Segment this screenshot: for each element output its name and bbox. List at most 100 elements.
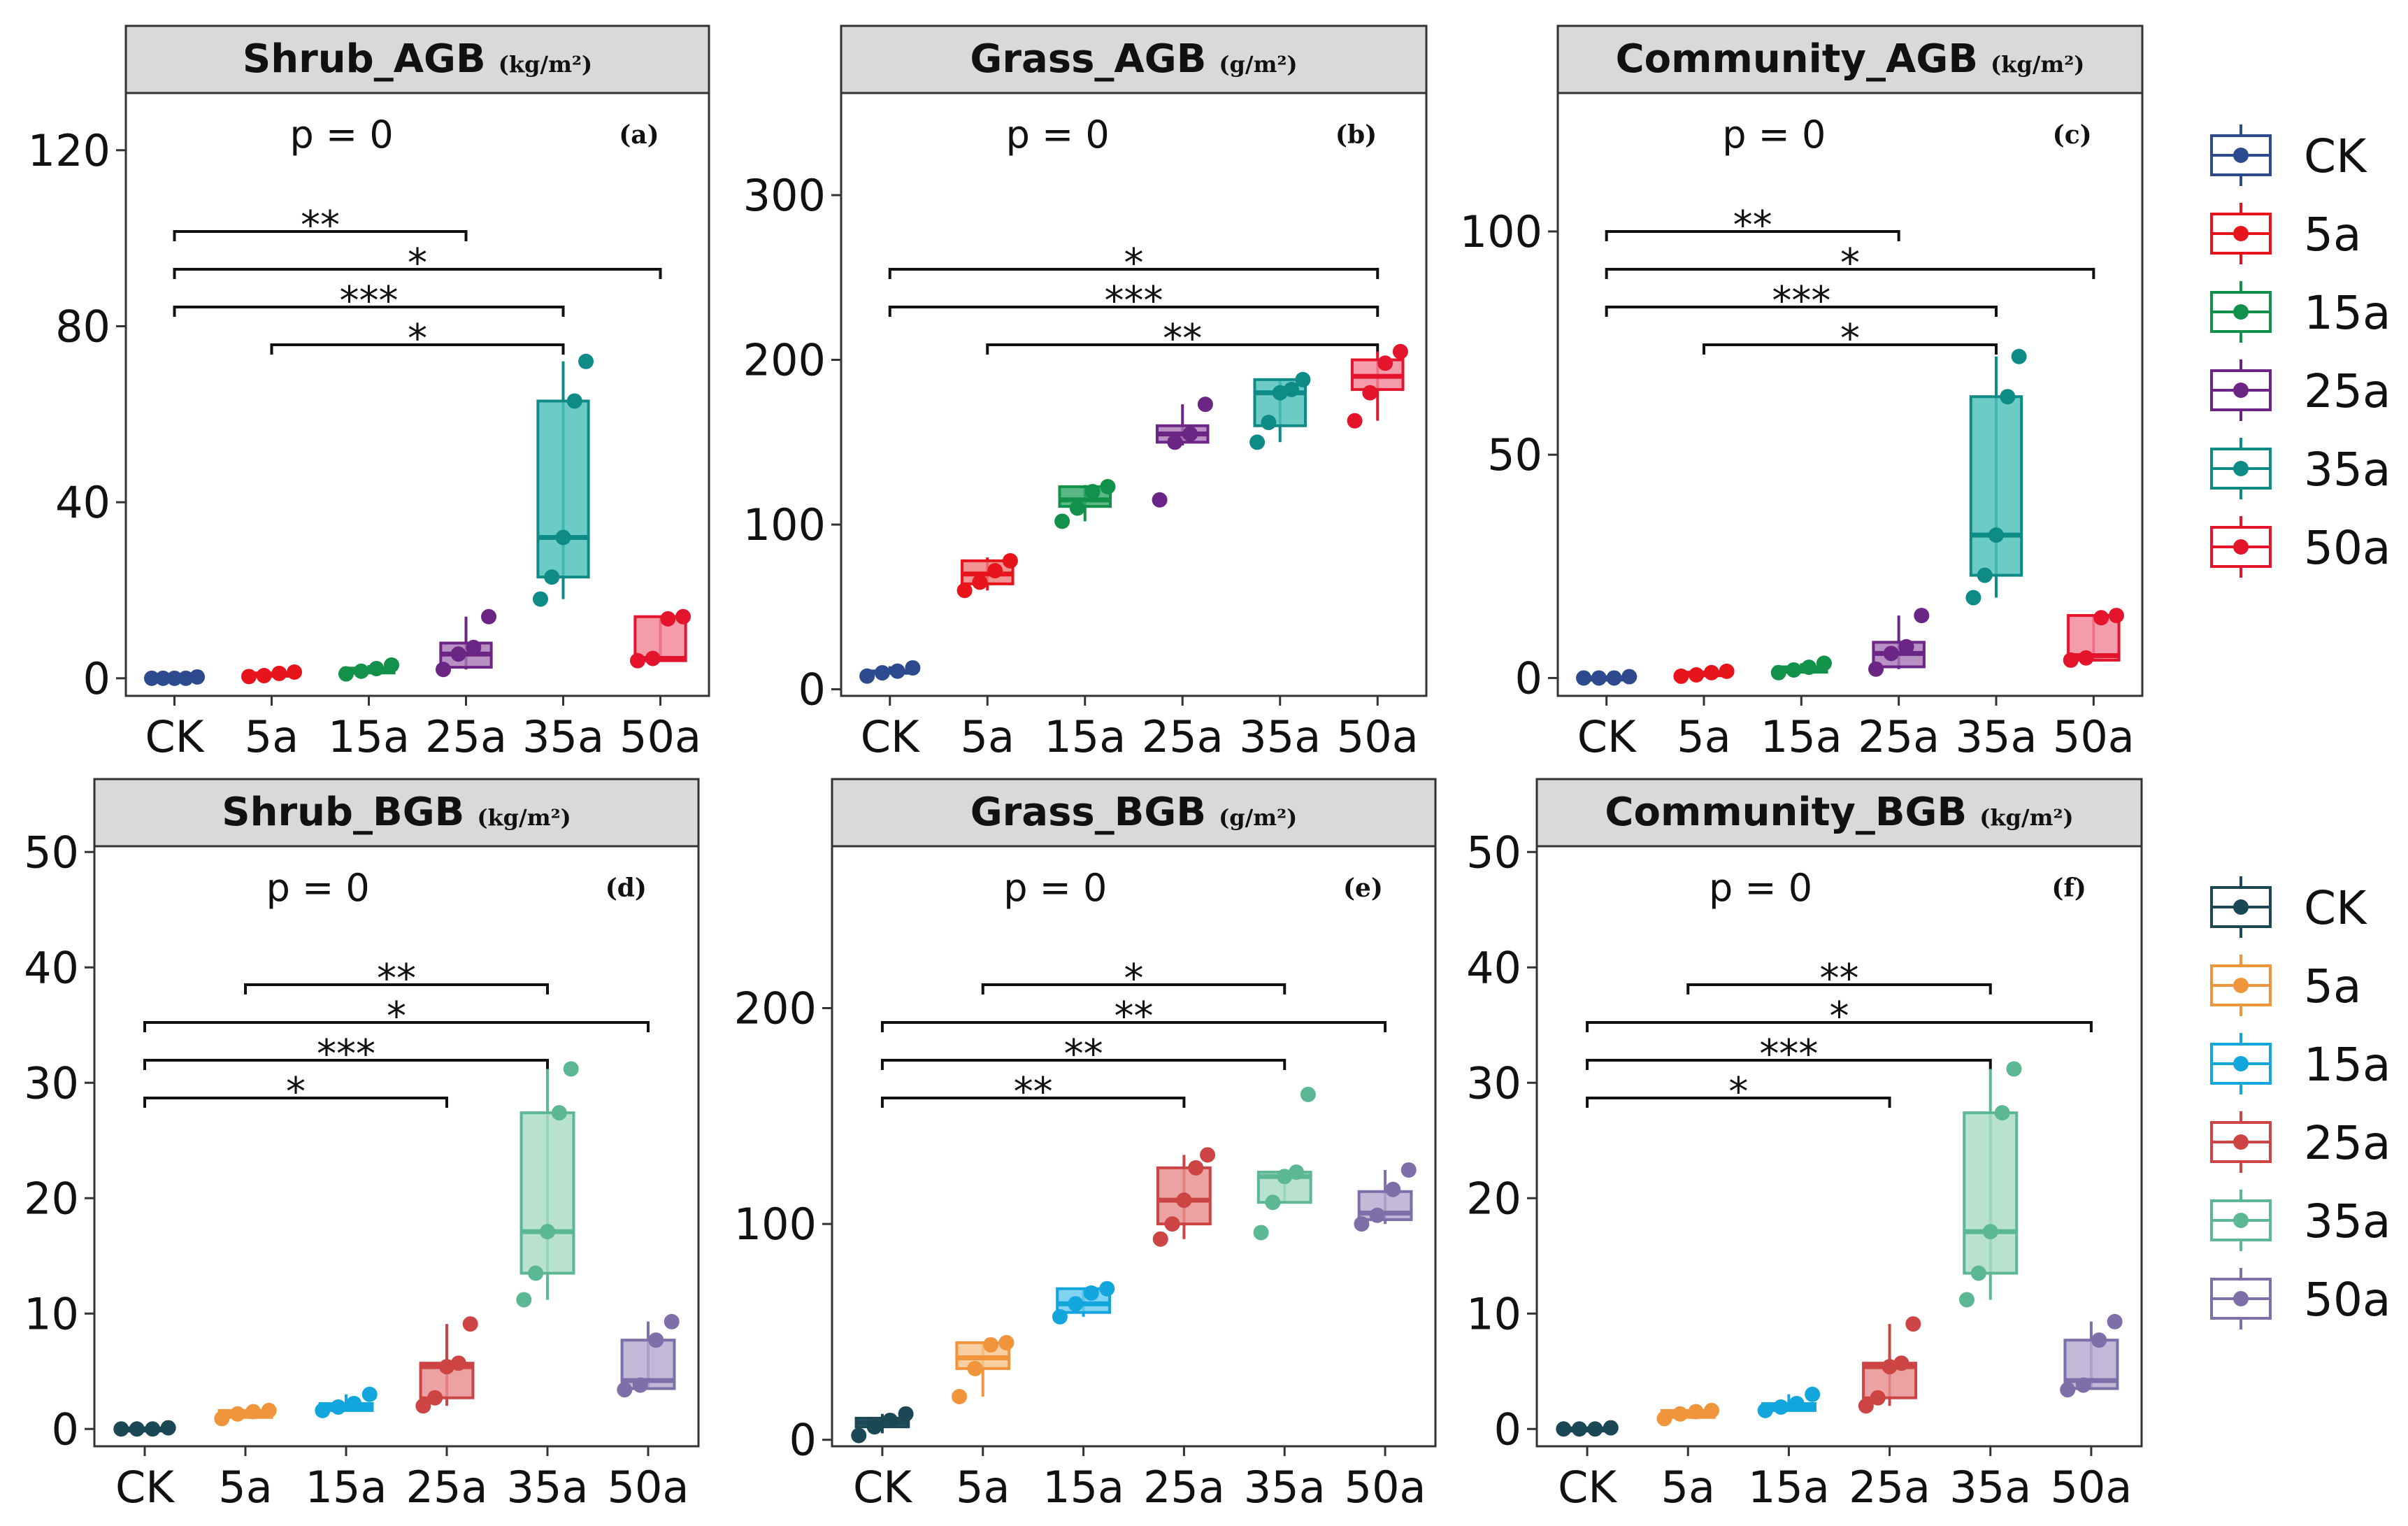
- legend-item: 35a: [2210, 1190, 2391, 1251]
- box-CK: [859, 659, 921, 684]
- significance-label: ***: [317, 1032, 375, 1077]
- significance-bracket: [888, 268, 1379, 279]
- data-point: [632, 1377, 648, 1393]
- panel-title-a: Shrub_AGB (kg/m²): [243, 36, 592, 82]
- significance-bracket: [1586, 1021, 2093, 1032]
- data-point: [905, 659, 921, 676]
- y-tick-label: 200: [734, 983, 817, 1034]
- y-tick-label: 0: [1494, 1404, 1521, 1455]
- data-point: [466, 639, 482, 655]
- significance-label: *: [1830, 994, 1849, 1039]
- box-25a: [1868, 608, 1930, 677]
- legend-item: 5a: [2210, 955, 2361, 1016]
- data-point: [1988, 527, 2004, 543]
- legend-bottom: CK 5a 15a 25a 35a 50a: [2210, 876, 2391, 1329]
- significance-bracket: [880, 1021, 1387, 1032]
- significance-bracket: [1586, 1097, 1891, 1108]
- x-tick-label: 25a: [406, 1462, 488, 1513]
- x-tick-label: 35a: [1949, 1462, 2031, 1513]
- p-value-label: p = 0: [1722, 113, 1826, 157]
- data-point: [2060, 1382, 2076, 1398]
- data-point: [245, 1404, 261, 1420]
- x-tick-label: 5a: [1677, 711, 1730, 762]
- data-point: [866, 1419, 882, 1435]
- y-tick-label: 0: [798, 664, 826, 715]
- box-50a: [617, 1313, 680, 1398]
- p-value-label: p = 0: [1003, 866, 1107, 910]
- data-point: [129, 1421, 145, 1437]
- panel-title-f: Community_BGB (kg/m²): [1605, 790, 2073, 835]
- data-point: [1084, 483, 1101, 499]
- data-point: [1176, 1192, 1192, 1208]
- y-tick-label: 100: [734, 1199, 817, 1250]
- data-point: [346, 1395, 362, 1411]
- significance-bracket: [888, 306, 1379, 317]
- plot-area-e: [831, 845, 1437, 1448]
- data-point: [2063, 652, 2079, 668]
- x-tick-label: 50a: [2050, 1462, 2132, 1513]
- legend-item: CK: [2210, 124, 2367, 186]
- legend-label: CK: [2304, 129, 2367, 183]
- data-point: [229, 1406, 245, 1422]
- data-point: [952, 1389, 968, 1405]
- data-point: [982, 1336, 998, 1353]
- box-body: [536, 399, 590, 579]
- data-point: [166, 670, 182, 686]
- data-point: [1982, 1224, 1998, 1240]
- legend-label: 25a: [2304, 1116, 2391, 1170]
- data-point: [1099, 1281, 1115, 1297]
- data-point: [2011, 348, 2027, 364]
- x-tick-label: CK: [115, 1462, 175, 1513]
- significance-label: **: [1115, 994, 1154, 1039]
- data-point: [1970, 1265, 1986, 1281]
- data-point: [1182, 426, 1198, 442]
- data-point: [648, 1332, 664, 1348]
- panel-title-text: Grass_AGB: [970, 36, 1206, 82]
- panel-title-text: Community_AGB: [1616, 36, 1978, 82]
- significance-bracket: [981, 983, 1287, 994]
- box-25a: [1858, 1316, 1921, 1414]
- panel-letter: (c): [2053, 120, 2092, 150]
- data-point: [2091, 1332, 2107, 1348]
- significance-bracket: [880, 1097, 1186, 1108]
- data-point: [1253, 1225, 1269, 1241]
- significance-label: *: [1124, 956, 1144, 1001]
- data-point: [1858, 1398, 1874, 1414]
- legend-key-dot: [2233, 539, 2249, 555]
- data-point: [338, 666, 354, 682]
- data-point: [1002, 552, 1018, 569]
- data-point: [1977, 567, 1993, 583]
- panel-e: Grass_BGB (g/m²) 0 100 200 CK 5a 15a 25a 35a 50a p …: [734, 778, 1437, 1513]
- panel-title-d: Shrub_BGB (kg/m²): [222, 790, 571, 835]
- x-tick-label: CK: [853, 1462, 912, 1513]
- x-tick-label: 35a: [1239, 711, 1321, 762]
- data-point: [2075, 1377, 2091, 1393]
- significance-label: *: [408, 316, 427, 362]
- panel-title-b: Grass_AGB (g/m²): [970, 36, 1297, 82]
- significance-label: *: [1728, 1069, 1748, 1115]
- significance-label: **: [1733, 203, 1772, 248]
- data-point: [1673, 668, 1689, 684]
- data-point: [1914, 608, 1930, 624]
- legend-item: 50a: [2210, 516, 2391, 578]
- data-point: [540, 1224, 555, 1240]
- data-point: [1868, 661, 1884, 677]
- box-15a: [1054, 478, 1116, 529]
- x-tick-label: 35a: [1956, 711, 2037, 762]
- data-point: [889, 663, 905, 679]
- x-tick-label: 15a: [1044, 711, 1126, 762]
- data-point: [1571, 1421, 1587, 1437]
- legend-key-dot: [2233, 1291, 2249, 1306]
- box-CK: [143, 669, 206, 686]
- legend-key-dot: [2233, 1213, 2249, 1228]
- panel-c: Community_AGB (kg/m²) 0 50 100 CK 5a 15a 25a 35a 5…: [1460, 24, 2144, 762]
- data-point: [427, 1390, 443, 1406]
- data-point: [551, 1105, 567, 1121]
- y-tick-label: 300: [743, 170, 826, 221]
- data-point: [555, 529, 571, 545]
- data-point: [384, 657, 400, 673]
- significance-bracket: [1686, 983, 1992, 994]
- significance-label: **: [1163, 316, 1202, 362]
- plot-area-b: [840, 92, 1428, 697]
- data-point: [1786, 662, 1802, 678]
